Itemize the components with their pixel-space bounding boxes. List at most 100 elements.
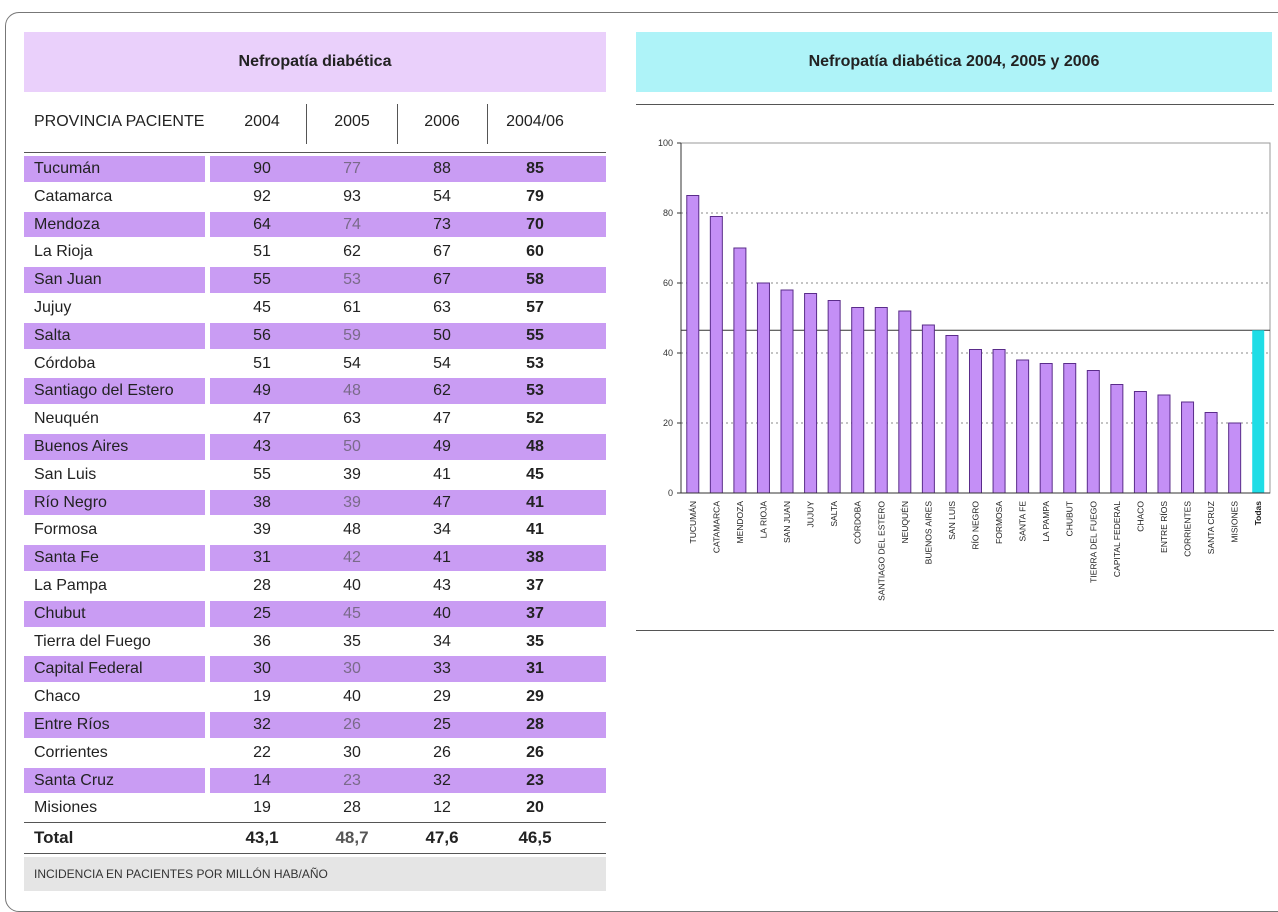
x-tick-label: TUCUMÁN bbox=[688, 501, 698, 544]
table-cell: 61 bbox=[343, 299, 361, 316]
total-cell: Total bbox=[34, 828, 74, 848]
row-band bbox=[24, 434, 205, 460]
table-cell: 33 bbox=[433, 660, 451, 678]
table-cell: Formosa bbox=[34, 521, 98, 539]
bar bbox=[804, 293, 818, 494]
table-cell: 32 bbox=[433, 771, 451, 789]
table-cell: 41 bbox=[433, 549, 451, 567]
row-band bbox=[24, 322, 205, 349]
table-cell: Corrientes bbox=[34, 743, 108, 761]
table-cell: 35 bbox=[526, 632, 544, 650]
table-cell: Chaco bbox=[34, 688, 81, 706]
y-tick-label: 20 bbox=[663, 418, 673, 428]
table-cell: 50 bbox=[433, 326, 451, 344]
table-cell: 85 bbox=[526, 160, 544, 177]
table-cell: 47 bbox=[433, 410, 451, 428]
table-cell: La Rioja bbox=[34, 243, 93, 261]
table-cell: 51 bbox=[253, 243, 271, 261]
row-band bbox=[24, 767, 205, 794]
row-band bbox=[24, 211, 205, 238]
row-band bbox=[210, 712, 606, 738]
separator bbox=[306, 104, 307, 144]
table-cell: 49 bbox=[253, 382, 271, 400]
table-cell: Entre Ríos bbox=[34, 716, 110, 733]
table-cell: 47 bbox=[433, 493, 451, 511]
table-cell: 40 bbox=[343, 688, 361, 706]
table-cell: 26 bbox=[526, 743, 544, 761]
x-tick-label: SAN JUAN bbox=[782, 501, 792, 543]
table-cell: 59 bbox=[343, 326, 361, 344]
y-tick-label: 0 bbox=[668, 488, 673, 498]
chart-title: Nefropatía diabética 2004, 2005 y 2006 bbox=[636, 32, 1272, 92]
bar bbox=[1252, 330, 1265, 493]
table-cell: 40 bbox=[343, 577, 361, 594]
table-cell: 50 bbox=[343, 438, 361, 455]
rule bbox=[636, 630, 1274, 631]
x-tick-label: CORRIENTES bbox=[1183, 501, 1193, 557]
bar bbox=[1086, 370, 1100, 494]
rule bbox=[24, 822, 606, 824]
total-cell: 47,6 bbox=[425, 828, 459, 848]
table-cell: 37 bbox=[526, 577, 544, 594]
table-cell: 53 bbox=[526, 382, 544, 400]
table-cell: 19 bbox=[253, 799, 271, 817]
table-cell: 25 bbox=[433, 716, 451, 733]
table-cell: 22 bbox=[253, 743, 271, 761]
table-cell: Tucumán bbox=[34, 160, 101, 177]
y-tick-label: 40 bbox=[663, 348, 673, 358]
x-tick-label: SANTIAGO DEL ESTERO bbox=[876, 501, 886, 601]
table-cell: 58 bbox=[526, 271, 544, 289]
x-tick-label: CAPITAL FEDERAL bbox=[1112, 501, 1122, 577]
table-cell: 49 bbox=[433, 438, 451, 455]
row-band bbox=[24, 156, 205, 182]
row-band bbox=[24, 600, 205, 627]
table-cell: 88 bbox=[433, 160, 451, 177]
table-cell: 31 bbox=[253, 549, 271, 567]
x-tick-label: LA RIOJA bbox=[758, 501, 768, 539]
table-cell: 19 bbox=[253, 688, 271, 706]
table-cell: 34 bbox=[433, 521, 451, 539]
column-header: 2004 bbox=[244, 113, 280, 130]
bar bbox=[1063, 363, 1077, 494]
table-cell: 26 bbox=[343, 716, 361, 733]
table-cell: 67 bbox=[433, 243, 451, 261]
table-cell: 73 bbox=[433, 215, 451, 233]
table-cell: 63 bbox=[433, 299, 451, 316]
footnote: INCIDENCIA EN PACIENTES POR MILLÓN HAB/A… bbox=[24, 857, 606, 892]
x-tick-label: TIERRA DEL FUEGO bbox=[1088, 501, 1098, 583]
table-cell: 41 bbox=[526, 521, 544, 539]
bar bbox=[709, 216, 723, 494]
separator bbox=[397, 104, 398, 144]
chart: 0 20 40 60 80 100 TUCUMÁN CATAMARCA MENDOZA LA RI… bbox=[658, 138, 1271, 601]
table-cell: 34 bbox=[433, 632, 451, 650]
table-cell: 45 bbox=[526, 465, 544, 483]
x-tick-label: MISIONES bbox=[1230, 501, 1240, 543]
x-tick-label: CHACO bbox=[1135, 501, 1145, 532]
table-cell: Río Negro bbox=[34, 493, 107, 511]
table-cell: 47 bbox=[253, 410, 271, 428]
bar bbox=[1181, 401, 1195, 494]
table-cell: 41 bbox=[433, 465, 451, 483]
table-cell: 30 bbox=[253, 660, 271, 678]
y-tick-label: 100 bbox=[658, 138, 673, 148]
table-cell: Córdoba bbox=[34, 354, 96, 372]
bar bbox=[733, 247, 747, 494]
row-band bbox=[24, 545, 205, 571]
row-band bbox=[24, 489, 205, 516]
bar bbox=[921, 324, 935, 494]
table-cell: 60 bbox=[526, 243, 544, 261]
table-cell: 74 bbox=[343, 215, 361, 233]
table-cell: Salta bbox=[34, 326, 71, 344]
x-tick-label: CÓRDOBA bbox=[853, 501, 863, 544]
rule bbox=[24, 152, 606, 153]
column-header: 2006 bbox=[424, 113, 460, 130]
row-band bbox=[210, 767, 606, 794]
row-band bbox=[24, 378, 205, 405]
bar bbox=[1204, 412, 1218, 494]
table-cell: 48 bbox=[343, 521, 361, 539]
bar bbox=[874, 307, 888, 494]
x-tick-label: SANTA FE bbox=[1018, 501, 1028, 542]
table-cell: 45 bbox=[253, 299, 271, 316]
table-cell: 77 bbox=[343, 160, 361, 177]
